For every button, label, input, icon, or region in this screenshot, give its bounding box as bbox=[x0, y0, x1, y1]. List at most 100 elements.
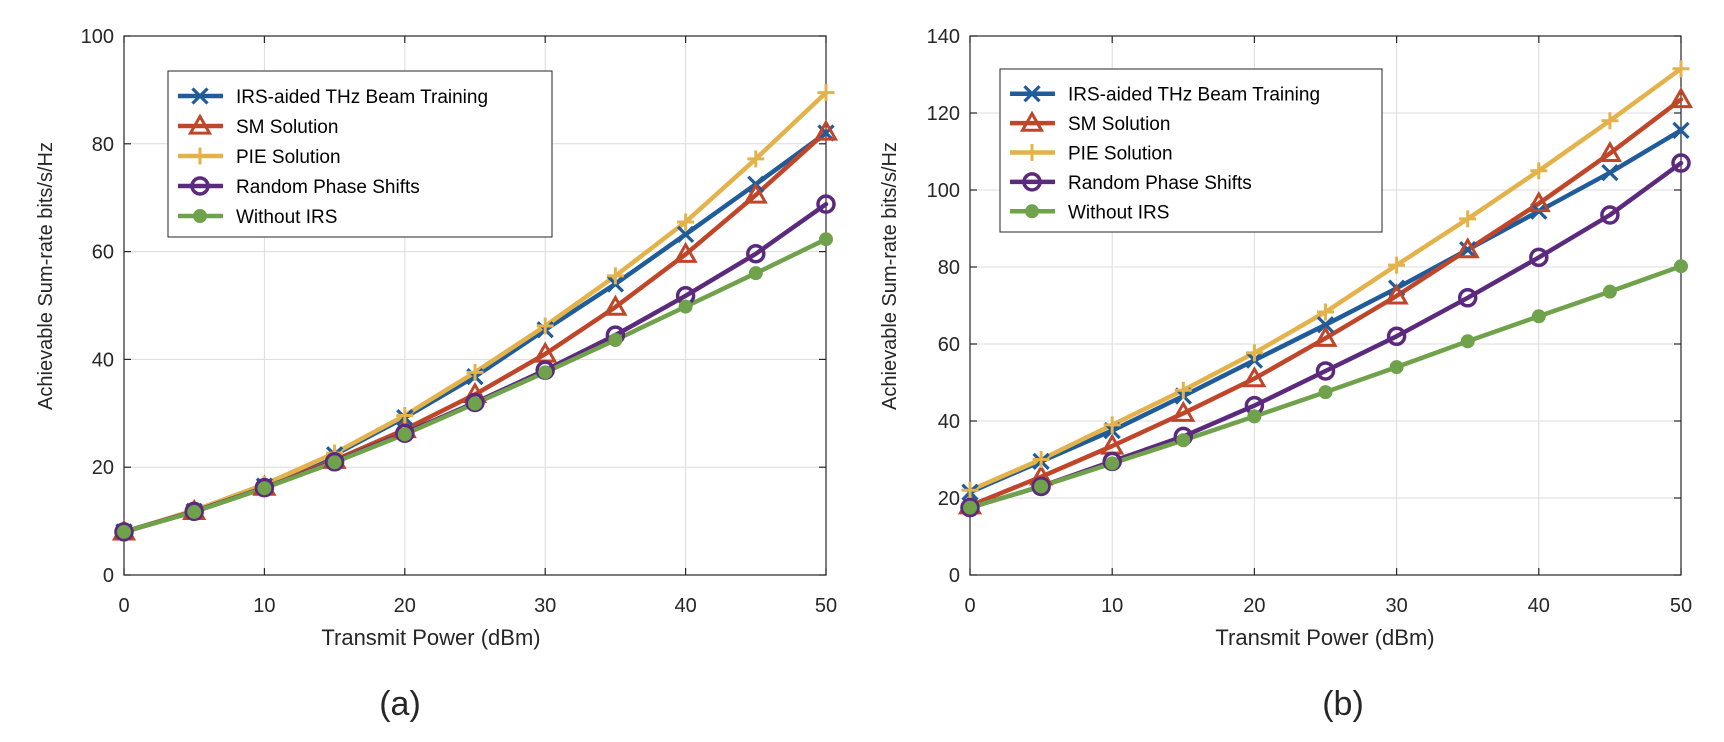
data-point bbox=[1034, 479, 1049, 494]
legend-marker bbox=[1023, 144, 1041, 161]
data-point bbox=[1671, 153, 1691, 173]
data-point bbox=[254, 477, 275, 498]
series-line bbox=[967, 97, 1684, 508]
legend-entry: Without IRS bbox=[1068, 202, 1169, 223]
y-tick-label: 40 bbox=[938, 411, 960, 433]
data-point bbox=[327, 455, 342, 470]
data-point bbox=[1531, 309, 1546, 324]
y-tick-label: 60 bbox=[92, 242, 114, 264]
data-point bbox=[1174, 381, 1192, 399]
data-point bbox=[1031, 476, 1051, 497]
data-point bbox=[961, 481, 979, 499]
legend-entry: PIE Solution bbox=[236, 147, 341, 168]
data-point bbox=[1103, 416, 1121, 434]
chart-panel-a: 0 10 20 30 40 50 0 20 40 60 80 100 Achievable Sum-r… bbox=[35, 26, 839, 723]
data-point bbox=[466, 363, 484, 381]
x-tick-label: 50 bbox=[815, 595, 837, 617]
data-point bbox=[538, 365, 553, 380]
y-tick-label: 20 bbox=[938, 488, 960, 510]
data-point bbox=[1597, 140, 1622, 163]
y-tick-label: 80 bbox=[938, 257, 960, 279]
data-point bbox=[257, 481, 272, 496]
axes-box bbox=[123, 35, 827, 576]
x-tick-label: 10 bbox=[253, 595, 275, 617]
legend-entry: Random Phase Shifts bbox=[236, 177, 420, 198]
data-point bbox=[1459, 210, 1477, 228]
legend-marker bbox=[1023, 85, 1041, 103]
data-point bbox=[673, 241, 698, 263]
x-tick-label: 0 bbox=[964, 595, 975, 617]
data-point bbox=[114, 522, 134, 542]
data-point bbox=[468, 396, 482, 411]
data-point bbox=[1668, 87, 1694, 109]
x-tick-label: 40 bbox=[674, 595, 696, 617]
legend: IRS-aided THz Beam Training SM Solution PI… bbox=[999, 68, 1383, 233]
legend-marker bbox=[1025, 204, 1039, 219]
x-tick-label: 20 bbox=[1243, 595, 1265, 617]
data-point bbox=[1386, 326, 1407, 347]
data-point bbox=[603, 294, 628, 316]
series-group bbox=[111, 84, 839, 542]
data-point bbox=[743, 182, 768, 204]
y-tick-label: 100 bbox=[927, 180, 960, 202]
y-tick-label: 140 bbox=[927, 26, 960, 48]
y-tick-label: 100 bbox=[81, 26, 114, 48]
legend-entry: SM Solution bbox=[1068, 114, 1170, 135]
data-point bbox=[1672, 121, 1690, 139]
x-tick-label: 50 bbox=[1670, 595, 1692, 617]
data-point bbox=[1526, 190, 1551, 213]
chart-panel-b: 0 10 20 30 40 50 0 20 40 60 80 100 120 140 Achievable… bbox=[879, 26, 1694, 723]
y-tick-label: 0 bbox=[103, 565, 114, 587]
data-point bbox=[1105, 456, 1120, 471]
data-point bbox=[747, 150, 765, 168]
data-point bbox=[1388, 256, 1406, 274]
legend-marker bbox=[191, 87, 209, 105]
data-point bbox=[1672, 60, 1690, 78]
data-point bbox=[960, 497, 980, 518]
data-point bbox=[117, 524, 131, 539]
legend-marker bbox=[193, 209, 207, 223]
y-tick-label: 60 bbox=[938, 334, 960, 356]
data-point bbox=[1245, 344, 1263, 362]
data-point bbox=[746, 244, 766, 264]
y-tick-label: 80 bbox=[92, 134, 114, 156]
y-tick-label: 40 bbox=[92, 349, 114, 371]
data-point bbox=[1530, 162, 1548, 180]
data-point bbox=[748, 266, 763, 281]
x-tick-label: 20 bbox=[394, 595, 416, 617]
data-point bbox=[396, 406, 414, 424]
y-tick-label: 20 bbox=[92, 457, 114, 479]
data-point bbox=[606, 267, 624, 285]
legend-marker bbox=[191, 147, 209, 165]
data-point bbox=[678, 299, 693, 314]
data-point bbox=[963, 500, 977, 515]
axes-box bbox=[969, 35, 1682, 576]
data-point bbox=[813, 119, 839, 141]
data-point bbox=[1602, 284, 1617, 299]
data-point bbox=[1316, 316, 1335, 334]
data-point bbox=[1601, 112, 1619, 130]
data-point bbox=[324, 452, 345, 472]
x-axis-label: Transmit Power (dBm) bbox=[321, 625, 540, 650]
y-tick-label: 120 bbox=[927, 103, 960, 125]
data-point bbox=[1315, 361, 1336, 381]
x-tick-label: 0 bbox=[118, 595, 129, 617]
x-tick-label: 40 bbox=[1528, 595, 1550, 617]
data-point bbox=[1032, 451, 1050, 468]
data-point bbox=[817, 84, 835, 102]
legend-marker bbox=[1019, 110, 1045, 132]
legend-marker bbox=[1022, 172, 1042, 192]
x-axis-label: Transmit Power (dBm) bbox=[1215, 625, 1434, 650]
legend-marker bbox=[187, 113, 213, 135]
data-point bbox=[1171, 400, 1196, 422]
data-point bbox=[1317, 303, 1334, 321]
data-point bbox=[1389, 360, 1404, 375]
legend-box bbox=[167, 70, 553, 238]
data-point bbox=[1601, 164, 1619, 182]
data-point bbox=[608, 332, 623, 347]
data-point bbox=[1318, 385, 1333, 400]
x-tick-label: 30 bbox=[534, 595, 556, 617]
data-point bbox=[1459, 241, 1477, 259]
data-point bbox=[1455, 237, 1480, 259]
